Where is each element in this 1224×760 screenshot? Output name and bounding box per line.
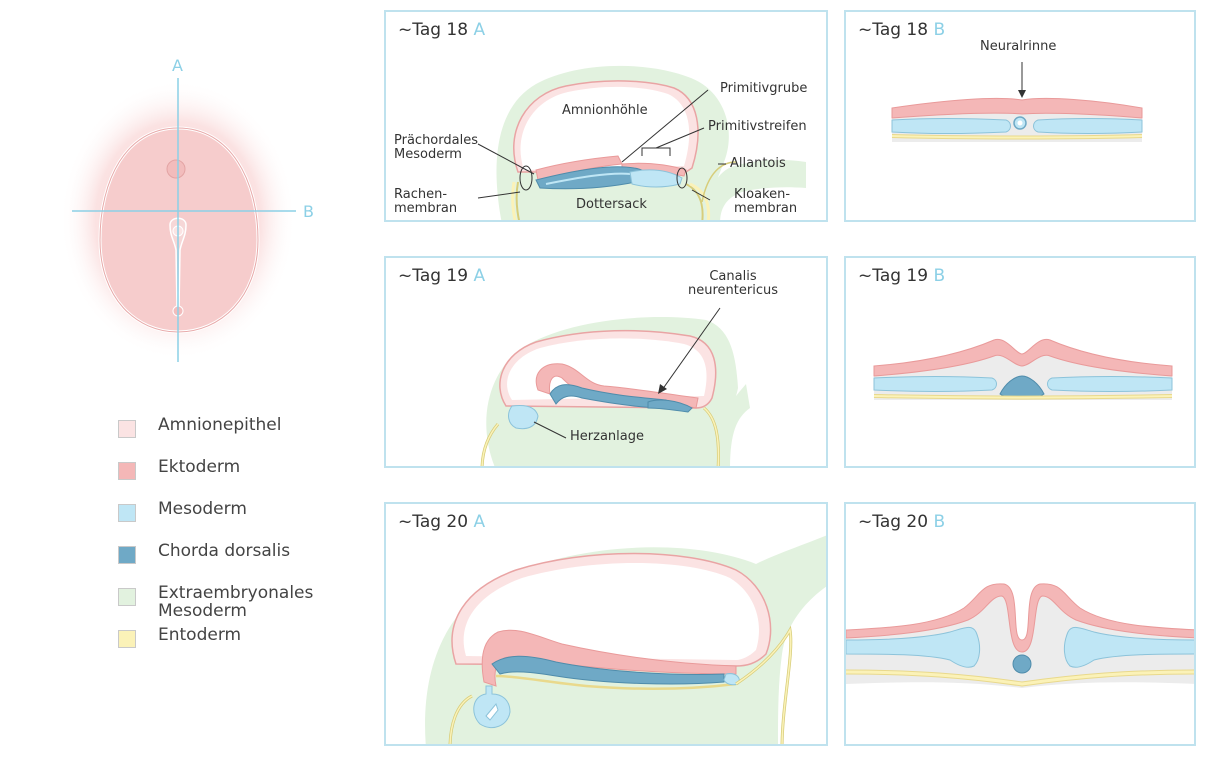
label-canalis-neurentericus: Canalis neurentericus <box>688 269 778 298</box>
panel-section: B <box>933 20 946 40</box>
legend-swatch <box>118 420 136 438</box>
legend-label: Chorda dorsalis <box>158 541 291 561</box>
panel-title: ~Tag 19 A <box>398 266 485 286</box>
legend-item: Entoderm <box>118 626 358 668</box>
label-rachenmembran: Rachen- membran <box>394 187 458 216</box>
legend-item: Mesoderm <box>118 500 358 542</box>
tag20-a-drawing <box>425 535 826 744</box>
axis-b-label: B <box>303 202 314 221</box>
panel-day: ~Tag 18 <box>398 20 469 40</box>
tag19-b-drawing <box>873 338 1173 400</box>
panel-tag19-a: ~Tag 19 A Canalis neurentericus Herzanla… <box>384 256 828 468</box>
panel-tag19-b: ~Tag 19 B <box>844 256 1196 468</box>
panel-section: A <box>473 20 486 40</box>
panel-tag18-a: ~Tag 18 A Amnionhöhle Primitivgrube Prim… <box>384 10 828 222</box>
panel-title: ~Tag 19 B <box>858 266 945 286</box>
panel-section: B <box>933 266 946 286</box>
legend: Amnionepithel Ektoderm Mesoderm Chorda dors… <box>118 416 358 668</box>
panel-tag18-b: ~Tag 18 B Neuralrinne <box>844 10 1196 222</box>
legend-label: Ektoderm <box>158 457 241 477</box>
legend-label: Extraembryonales Mesoderm <box>158 583 314 621</box>
label-neuralrinne: Neuralrinne <box>980 39 1057 54</box>
label-allantois: Allantois <box>730 156 786 171</box>
legend-item: Amnionepithel <box>118 416 358 458</box>
label-dottersack: Dottersack <box>576 197 647 212</box>
prechordal-plate <box>166 159 186 179</box>
panel-tag20-b: ~Tag 20 B <box>844 502 1196 746</box>
legend-swatch <box>118 546 136 564</box>
embryo-overview: A B <box>50 40 340 380</box>
panel-section: B <box>933 512 946 532</box>
panel-day: ~Tag 19 <box>398 266 469 286</box>
panel-day: ~Tag 18 <box>858 20 929 40</box>
legend-swatch <box>118 630 136 648</box>
panel-day: ~Tag 20 <box>398 512 469 532</box>
label-praechordales-mesoderm: Prächordales Mesoderm <box>394 133 478 162</box>
label-herzanlage: Herzanlage <box>570 429 644 444</box>
axis-a-label: A <box>172 56 183 75</box>
legend-item: Ektoderm <box>118 458 358 500</box>
legend-label: Entoderm <box>158 625 242 645</box>
embryo-overview-drawing <box>60 78 296 362</box>
legend-swatch <box>118 504 136 522</box>
panel-title: ~Tag 20 A <box>398 512 485 532</box>
legend-item: Extraembryonales Mesoderm <box>118 584 358 626</box>
tag18-a-drawing <box>477 65 806 220</box>
panel-section: A <box>473 266 486 286</box>
legend-label: Mesoderm <box>158 499 247 519</box>
panel-section: A <box>473 512 486 532</box>
panel-title: ~Tag 18 B <box>858 20 945 40</box>
panel-title: ~Tag 18 A <box>398 20 485 40</box>
label-primitivgrube: Primitivgrube <box>720 81 808 96</box>
legend-label: Amnionepithel <box>158 415 282 435</box>
panel-title: ~Tag 20 B <box>858 512 945 532</box>
panel-day: ~Tag 19 <box>858 266 929 286</box>
legend-swatch <box>118 462 136 480</box>
label-kloakenmembran: Kloaken- membran <box>734 187 798 216</box>
panel-tag20-a: ~Tag 20 A <box>384 502 828 746</box>
tag20-b-drawing <box>846 583 1194 688</box>
label-primitivstreifen: Primitivstreifen <box>708 119 807 134</box>
panel-day: ~Tag 20 <box>858 512 929 532</box>
legend-swatch <box>118 588 136 606</box>
legend-item: Chorda dorsalis <box>118 542 358 584</box>
label-amnionhoehle: Amnionhöhle <box>562 103 648 118</box>
tag18-b-drawing <box>891 62 1143 142</box>
tag19-a-drawing <box>480 307 750 466</box>
